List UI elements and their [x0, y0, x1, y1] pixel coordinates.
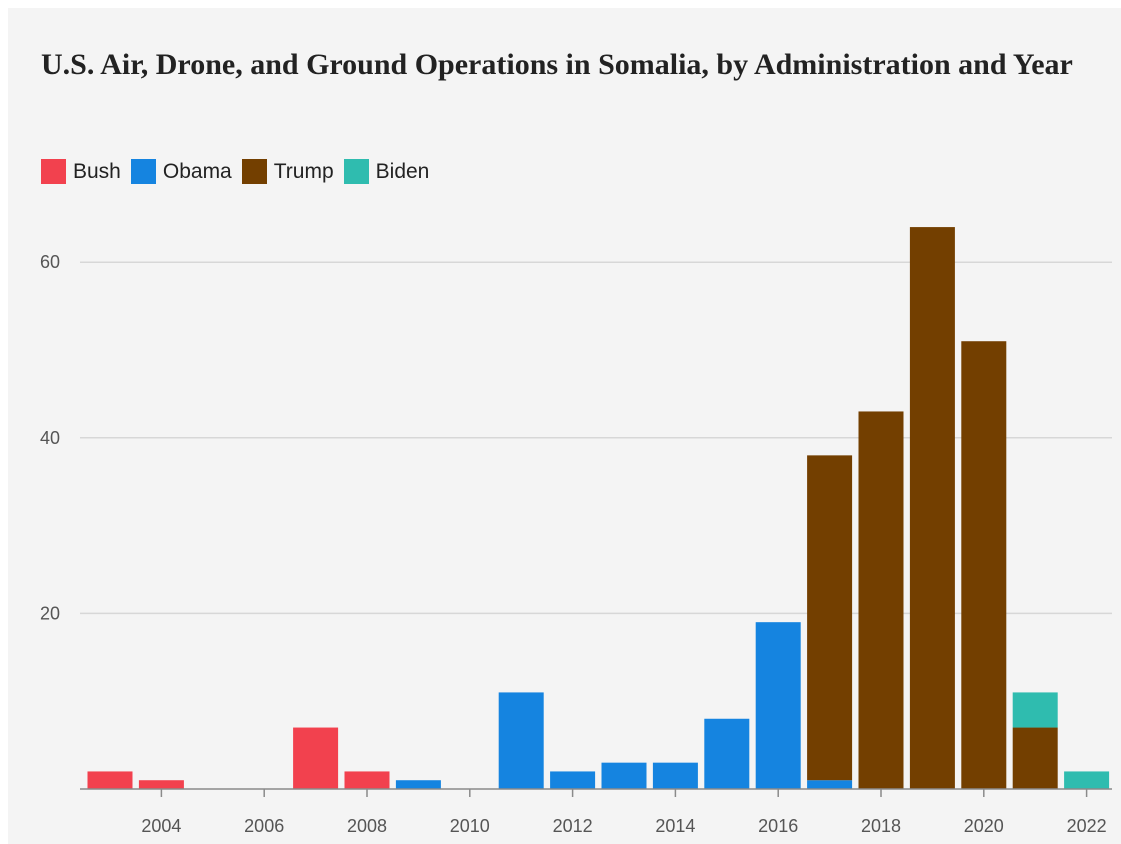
- legend-swatch-obama: [130, 159, 156, 184]
- bar-bush-2004: [138, 780, 184, 789]
- bar-obama-2009: [395, 780, 441, 789]
- bar-obama-2013: [601, 762, 647, 789]
- bar-trump-2021: [1012, 727, 1058, 789]
- chart-title: U.S. Air, Drone, and Ground Operations i…: [41, 48, 1073, 81]
- x-tick-label: 2022: [1067, 816, 1107, 836]
- x-tick-label: 2018: [861, 816, 901, 836]
- x-tick-label: 2020: [964, 816, 1004, 836]
- bar-biden-2021: [1012, 692, 1058, 728]
- legend-item-obama: Obama: [130, 159, 232, 184]
- bar-obama-2012: [550, 771, 596, 789]
- bar-bush-2007: [293, 727, 339, 789]
- bar-obama-2011: [498, 692, 544, 789]
- bar-trump-2017: [807, 455, 853, 781]
- bar-obama-2016: [755, 622, 801, 789]
- bar-biden-2022: [1064, 771, 1110, 789]
- legend-swatch-bush: [41, 159, 66, 184]
- x-tick-label: 2004: [141, 816, 181, 836]
- legend-item-biden: Biden: [343, 159, 430, 184]
- legend-label: Bush: [73, 159, 121, 183]
- legend-item-trump: Trump: [241, 159, 334, 184]
- bar-trump-2020: [961, 341, 1007, 789]
- y-tick-label: 60: [40, 252, 60, 272]
- x-tick-label: 2014: [655, 816, 695, 836]
- x-tick-label: 2012: [553, 816, 593, 836]
- x-tick-label: 2016: [758, 816, 798, 836]
- bar-trump-2019: [909, 227, 955, 789]
- bar-obama-2014: [652, 762, 698, 789]
- bar-obama-2015: [704, 718, 750, 789]
- legend-label: Trump: [273, 159, 334, 183]
- legend-swatch-trump: [241, 159, 267, 184]
- x-tick-label: 2006: [244, 816, 284, 836]
- bar-bush-2008: [344, 771, 390, 789]
- bar-trump-2018: [858, 411, 904, 789]
- legend-label: Obama: [162, 159, 232, 183]
- bar-bush-2003: [87, 771, 133, 789]
- x-tick-label: 2008: [347, 816, 387, 836]
- legend-item-bush: Bush: [41, 159, 121, 184]
- y-tick-label: 20: [40, 603, 60, 623]
- chart-legend: Bush Obama Trump Biden: [41, 159, 439, 184]
- bar-obama-2017: [807, 780, 853, 789]
- legend-swatch-biden: [343, 159, 369, 184]
- y-tick-label: 40: [40, 428, 60, 448]
- x-tick-label: 2010: [450, 816, 490, 836]
- legend-label: Biden: [375, 159, 430, 183]
